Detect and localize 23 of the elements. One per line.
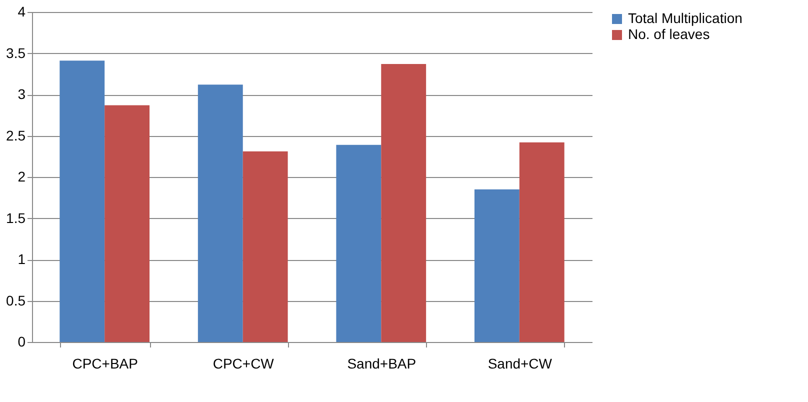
y-tick-label: 3 — [18, 86, 26, 102]
bar — [104, 105, 150, 342]
bar — [381, 64, 426, 342]
y-tick-label: 3.5 — [6, 44, 26, 61]
y-tick-label: 2.5 — [6, 127, 26, 144]
bar — [198, 84, 243, 342]
y-tick-label: 1 — [18, 251, 26, 267]
bar — [336, 144, 382, 342]
bar — [60, 60, 105, 342]
bar — [519, 142, 564, 342]
y-tick-label: 2 — [18, 168, 26, 184]
x-tick-label: Sand+BAP — [347, 356, 416, 372]
y-tick-label: 0 — [18, 334, 26, 350]
y-tick-label: 4 — [18, 4, 26, 20]
bar — [242, 151, 288, 342]
legend-label: Total Multiplication — [628, 10, 742, 26]
y-tick-label: 0.5 — [6, 292, 26, 308]
bar — [474, 189, 520, 342]
legend-label: No. of leaves — [628, 26, 710, 42]
y-tick-label: 1.5 — [6, 210, 26, 226]
x-tick-label: CPC+BAP — [72, 356, 138, 372]
x-tick-label: CPC+CW — [212, 356, 275, 372]
x-tick-label: Sand+CW — [488, 356, 553, 372]
